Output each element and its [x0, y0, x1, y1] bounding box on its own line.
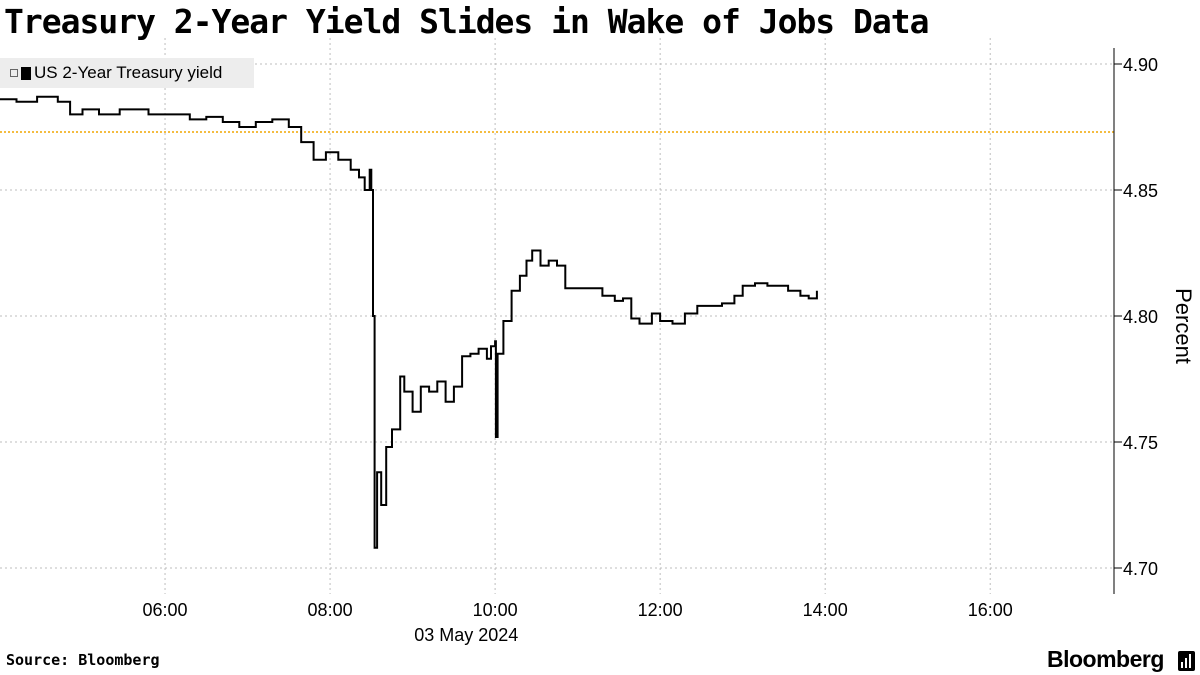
series-group [0, 95, 818, 549]
legend: US 2-Year Treasury yield [0, 58, 254, 88]
chart-title: Treasury 2-Year Yield Slides in Wake of … [4, 2, 930, 41]
x-tick-label: 12:00 [638, 600, 683, 620]
x-axis-title: 03 May 2024 [414, 625, 518, 645]
legend-swatch [21, 66, 31, 80]
legend-label: US 2-Year Treasury yield [34, 63, 223, 82]
x-tick-label: 10:00 [473, 600, 518, 620]
series-line [0, 95, 818, 549]
legend-toggle-icon[interactable] [10, 69, 18, 77]
x-tick-label: 16:00 [968, 600, 1013, 620]
x-tick-label: 08:00 [308, 600, 353, 620]
y-axis: 4.70 4.75 4.80 4.85 4.90 [1114, 55, 1158, 579]
y-tick-label: 4.75 [1123, 433, 1158, 453]
x-tick-label: 14:00 [803, 600, 848, 620]
y-tick-label: 4.80 [1123, 307, 1158, 327]
x-tick-label: 06:00 [143, 600, 188, 620]
y-tick-label: 4.90 [1123, 55, 1158, 75]
y-tick-label: 4.85 [1123, 181, 1158, 201]
source-note: Source: Bloomberg [6, 651, 160, 669]
x-axis: 06:00 08:00 10:00 12:00 14:00 16:00 [143, 600, 1013, 620]
y-axis-title: Percent [1171, 288, 1196, 364]
chart-grid [0, 38, 1114, 594]
bloomberg-bars-icon [1178, 651, 1195, 671]
y-tick-label: 4.70 [1123, 559, 1158, 579]
brand-logo-text: Bloomberg [1047, 646, 1164, 672]
